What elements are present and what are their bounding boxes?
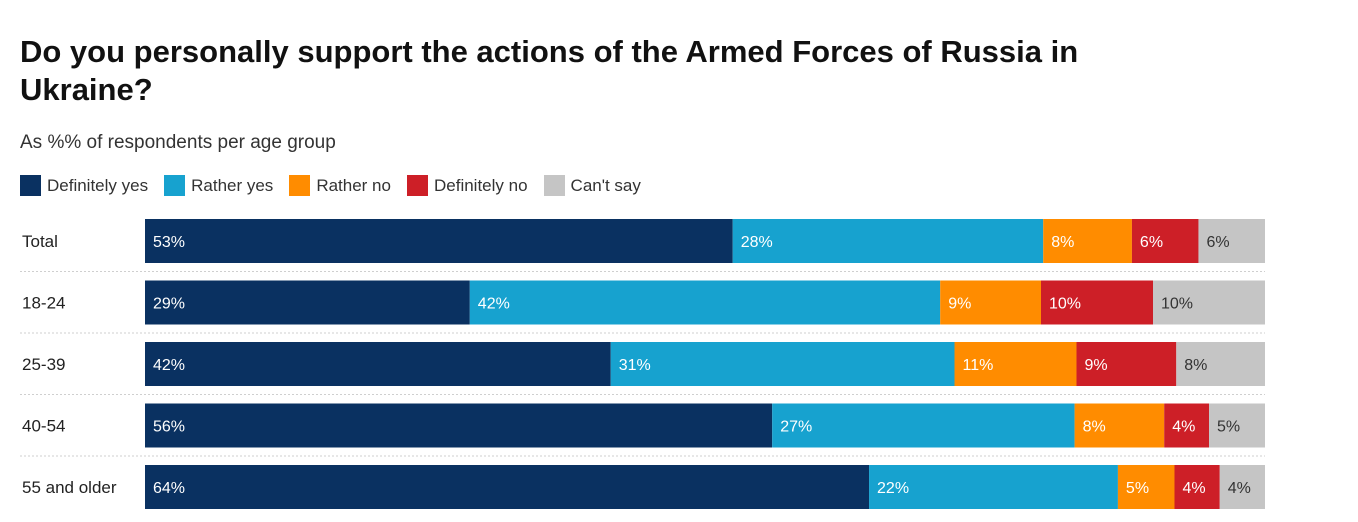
legend-swatch — [289, 175, 311, 196]
chart-title: Do you personally support the actions of… — [20, 34, 1079, 107]
bar-segment — [145, 219, 733, 263]
bar-segment — [1198, 219, 1265, 263]
stacked-bar-chart: Total 53% 28% 8% 6% 6% 18-24 29% 42% 9% 10% 10% 25-3… — [20, 219, 1265, 509]
data-label: 31% — [619, 357, 651, 374]
data-label: 4% — [1228, 480, 1251, 497]
data-label: 10% — [1049, 296, 1081, 313]
data-label: 5% — [1217, 419, 1240, 436]
data-label: 42% — [478, 296, 510, 313]
legend-label: Definitely no — [433, 175, 528, 195]
bar-segment — [1174, 465, 1220, 509]
legend-item: Rather no — [289, 175, 391, 196]
category-label: 25-39 — [22, 355, 65, 374]
category-label: 55 and older — [22, 478, 117, 497]
data-label: 56% — [153, 419, 185, 436]
chart-subtitle: As %% of respondents per age group — [20, 132, 336, 153]
bar-segment — [1219, 465, 1265, 509]
bar-segment — [145, 342, 611, 386]
legend-swatch — [543, 175, 565, 196]
legend-label: Can't say — [570, 175, 641, 195]
legend-label: Rather yes — [191, 175, 274, 195]
data-label: 10% — [1161, 296, 1193, 313]
bar-segment — [954, 342, 1077, 386]
legend-swatch — [164, 175, 186, 196]
legend-item: Definitely no — [406, 175, 528, 196]
data-label: 42% — [153, 357, 185, 374]
legend-item: Rather yes — [164, 175, 273, 196]
data-label: 9% — [1084, 357, 1107, 374]
legend-item: Definitely yes — [20, 175, 148, 196]
bar-segment — [1176, 342, 1265, 386]
data-label: 6% — [1206, 234, 1229, 251]
bar-segment — [1131, 219, 1199, 263]
legend-label: Definitely yes — [47, 175, 149, 195]
data-label: 4% — [1182, 480, 1205, 497]
bar-segment — [732, 219, 1044, 263]
bar-segment — [1117, 465, 1175, 509]
legend-item: Can't say — [543, 175, 641, 196]
chart-legend: Definitely yes Rather yes Rather no Definit… — [20, 175, 657, 196]
data-label: 6% — [1140, 234, 1163, 251]
category-label: 40-54 — [22, 417, 65, 436]
data-label: 8% — [1051, 234, 1074, 251]
bar-segment — [610, 342, 955, 386]
bar-segment — [145, 280, 470, 325]
data-label: 8% — [1083, 419, 1106, 436]
category-label: Total — [22, 232, 58, 251]
bar-segment — [1074, 403, 1165, 448]
bar-segment — [940, 280, 1041, 325]
legend-swatch — [406, 175, 428, 196]
bar-segment — [1041, 280, 1153, 325]
category-label: 18-24 — [22, 294, 65, 313]
legend-swatch — [20, 175, 41, 196]
data-label: 22% — [877, 480, 909, 497]
bar-segment — [869, 465, 1118, 509]
bar-segment — [1164, 403, 1209, 448]
bar-segment — [469, 280, 941, 325]
bar-segment — [1076, 342, 1177, 386]
bar-segment — [1153, 280, 1265, 325]
bar-segment — [772, 403, 1075, 448]
data-label: 5% — [1126, 480, 1149, 497]
data-label: 11% — [963, 357, 994, 374]
data-label: 64% — [153, 480, 185, 497]
data-label: 53% — [153, 234, 185, 251]
bar-segment — [145, 465, 870, 509]
bar-segment — [145, 403, 773, 448]
data-label: 27% — [780, 419, 812, 436]
data-label: 8% — [1184, 357, 1207, 374]
data-label: 9% — [948, 296, 971, 313]
bar-segment — [1209, 403, 1265, 448]
data-label: 29% — [153, 296, 185, 313]
data-label: 28% — [741, 234, 773, 251]
data-label: 4% — [1172, 419, 1195, 436]
bar-segment — [1043, 219, 1132, 263]
legend-label: Rather no — [316, 175, 391, 195]
